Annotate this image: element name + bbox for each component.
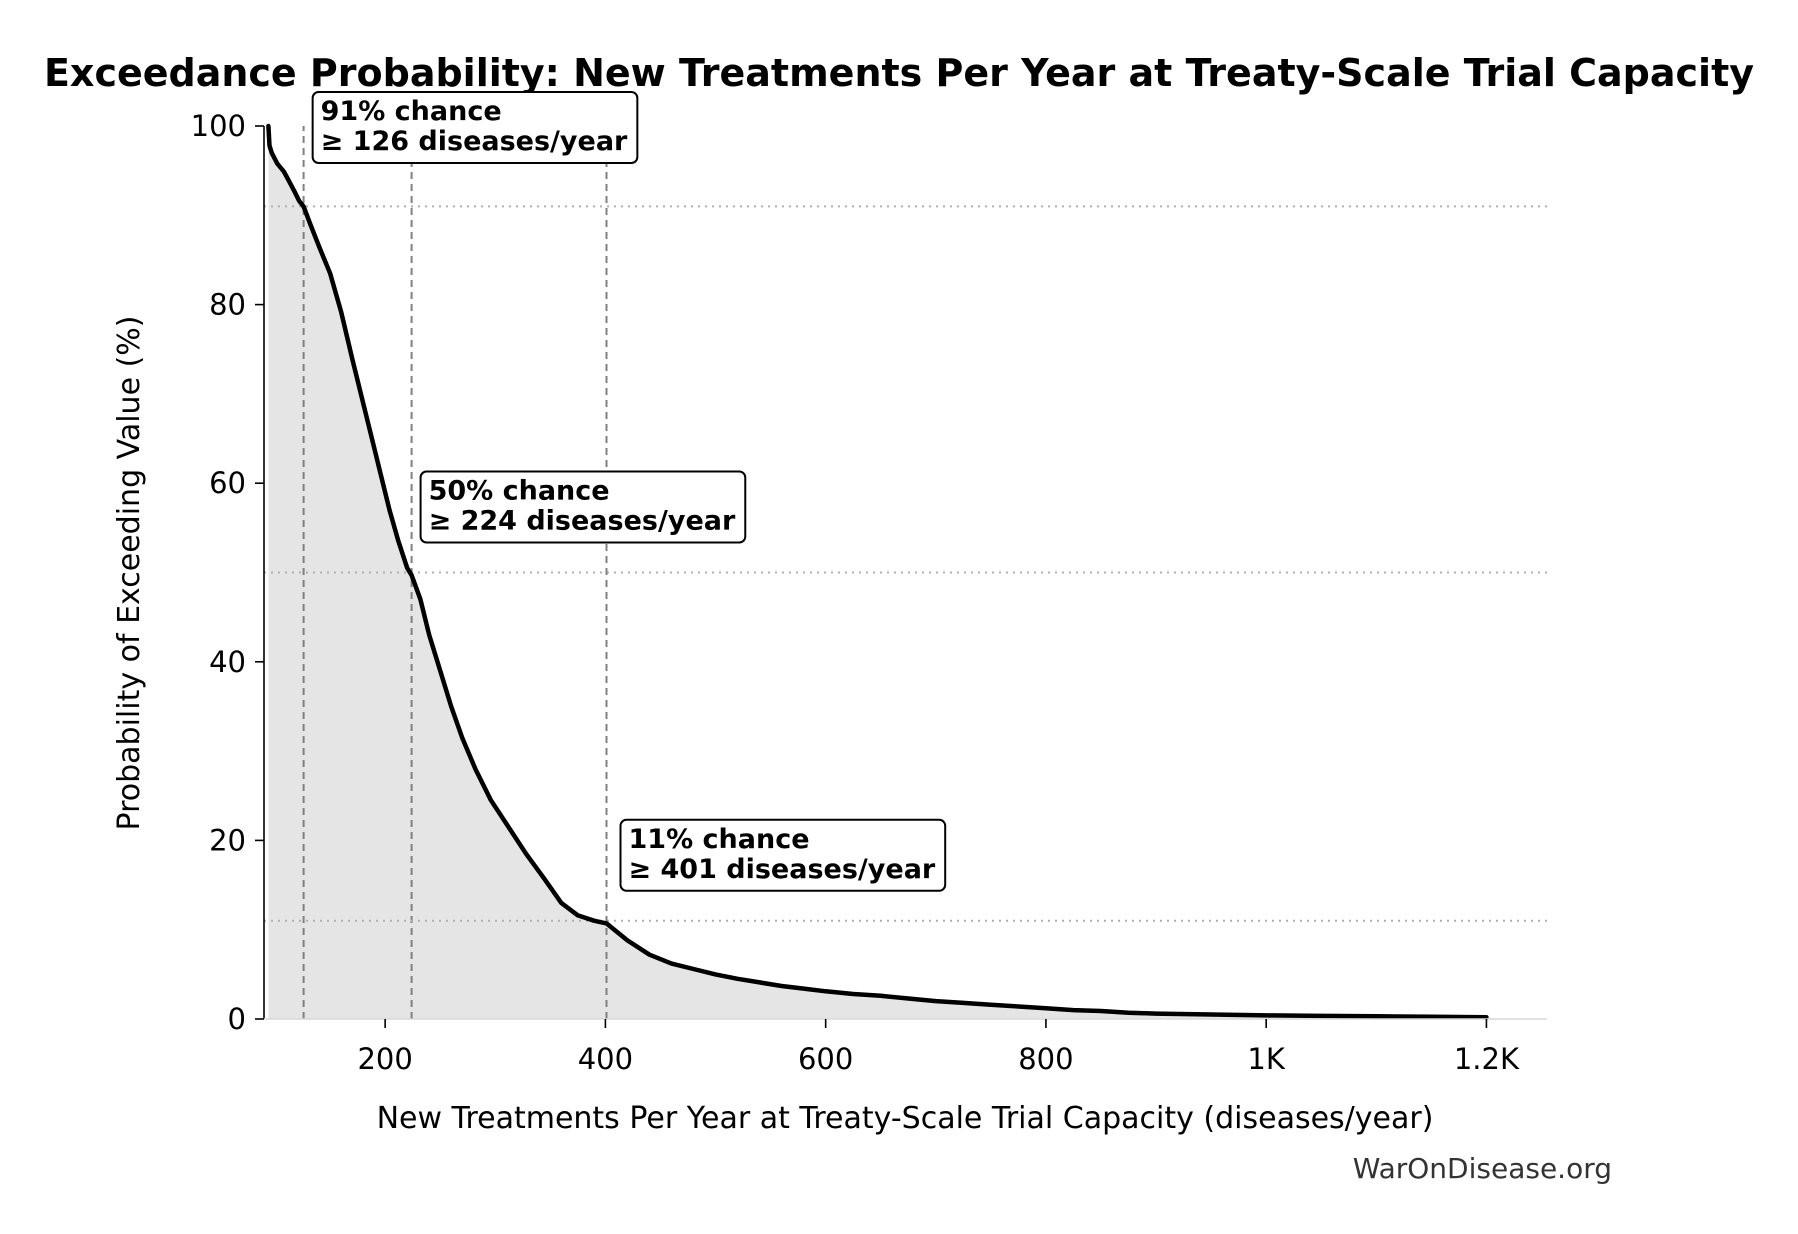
x-tick-label: 600 (798, 1042, 853, 1076)
chart-title: Exceedance Probability: New Treatments P… (44, 51, 1754, 95)
fill-layer (268, 126, 1487, 1019)
y-tick-label: 60 (209, 466, 246, 500)
area-fill (268, 126, 1487, 1019)
x-ticks: 200 400 600 800 1K 1.2K (357, 1019, 1520, 1076)
annotation-line1: 91% chance (321, 96, 502, 127)
y-tick-label: 100 (191, 109, 246, 143)
y-axis-label: Probability of Exceeding Value (%) (112, 316, 147, 831)
x-axis-label: New Treatments Per Year at Treaty-Scale … (377, 1101, 1434, 1136)
annotation-line2: ≥ 401 diseases/year (629, 854, 936, 885)
watermark: WarOnDisease.org (1353, 1152, 1612, 1185)
x-tick-label: 1K (1247, 1042, 1285, 1076)
y-ticks: 0 20 40 60 80 100 (191, 109, 264, 1036)
x-tick-label: 200 (357, 1042, 412, 1076)
y-tick-label: 0 (228, 1002, 246, 1036)
annotation-1: 91% chance≥ 126 diseases/year (311, 91, 639, 164)
annotation-3: 11% chance≥ 401 diseases/year (619, 818, 947, 892)
y-tick-label: 40 (209, 645, 246, 679)
y-tick-label: 80 (209, 288, 246, 322)
line-layer (266, 123, 1489, 1020)
x-tick-label: 800 (1018, 1042, 1073, 1076)
axes: 200 400 600 800 1K 1.2K 0 20 40 60 80 100 (191, 109, 1547, 1076)
annotation-box (619, 818, 947, 892)
annotation-2: 50% chance≥ 224 diseases/year (419, 470, 747, 544)
annotation-line2: ≥ 126 diseases/year (321, 126, 628, 157)
exceedance-line (266, 123, 1489, 1020)
y-tick-label: 20 (209, 823, 246, 857)
annotation-line1: 11% chance (629, 824, 810, 855)
annotation-box (419, 470, 747, 544)
annotation-box (311, 91, 639, 164)
annotation-line2: ≥ 224 diseases/year (429, 506, 736, 537)
x-tick-label: 1.2K (1454, 1042, 1520, 1076)
x-tick-label: 400 (578, 1042, 633, 1076)
annotation-line1: 50% chance (429, 476, 610, 507)
